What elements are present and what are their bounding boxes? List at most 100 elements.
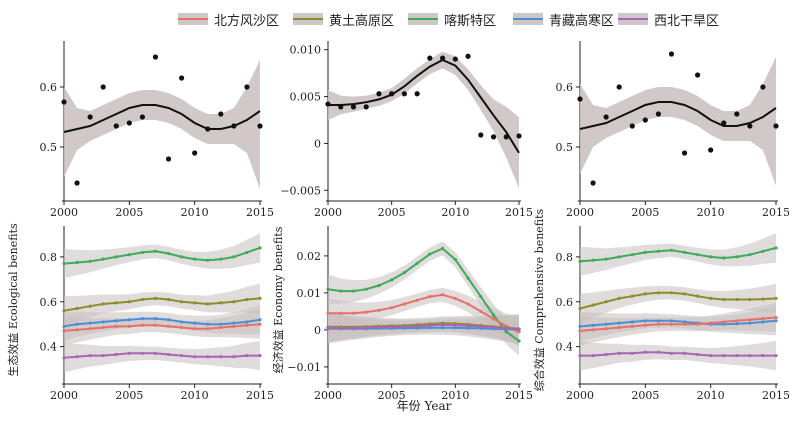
series-point <box>604 352 608 357</box>
data-point <box>74 180 80 186</box>
series-point <box>258 318 262 322</box>
series-point <box>466 302 470 306</box>
series-point <box>479 295 483 299</box>
series-line <box>579 316 777 332</box>
x-tick-label: 2010 <box>441 206 469 219</box>
legend-label: 黄土高原区 <box>329 14 395 29</box>
series-point <box>630 253 634 257</box>
data-point <box>350 104 357 110</box>
series-point <box>748 297 752 302</box>
legend-swatch <box>178 13 208 25</box>
data-point <box>516 133 522 139</box>
series-point <box>643 292 647 296</box>
series-point <box>696 253 700 257</box>
series-point <box>377 325 381 329</box>
series-point <box>75 355 79 359</box>
series-point <box>748 321 752 325</box>
economy-overall-panel: 2000 2005 2010 2015 −0.005 0 0.005 0.010 <box>280 41 533 219</box>
series-point <box>578 324 582 329</box>
data-point <box>747 123 753 129</box>
series-band <box>580 233 776 276</box>
data-point <box>179 75 185 81</box>
series-point <box>491 313 496 317</box>
series-point <box>180 353 184 358</box>
series-point <box>62 262 66 266</box>
series-point <box>166 318 171 322</box>
series-point <box>669 322 674 326</box>
series-point <box>722 320 726 324</box>
series-point <box>722 297 726 302</box>
series-point <box>140 351 144 355</box>
data-point <box>231 123 237 129</box>
series-point <box>643 319 647 323</box>
series-point <box>88 304 92 308</box>
series-point <box>617 296 621 300</box>
series-point <box>339 311 343 315</box>
data-point <box>760 84 766 90</box>
x-tick-label: 2005 <box>631 389 659 402</box>
data-point <box>734 111 740 117</box>
series-point <box>578 259 582 263</box>
series-point <box>578 329 582 333</box>
series-line <box>63 352 260 359</box>
series-point <box>617 321 621 325</box>
y-tick-label: 0 <box>314 324 321 337</box>
x-tick-label: 2005 <box>115 206 143 219</box>
y-tick-label: 0.02 <box>297 250 322 263</box>
x-tick-label: 2005 <box>378 389 406 402</box>
series-point <box>62 309 66 313</box>
series-point <box>682 320 687 324</box>
x-tick-label: 2000 <box>50 206 78 219</box>
data-point <box>642 117 648 123</box>
data-point <box>590 180 596 186</box>
series-point <box>415 261 419 265</box>
series-point <box>206 258 210 262</box>
data-point <box>681 150 688 156</box>
series-line <box>328 323 520 331</box>
data-point <box>113 123 119 129</box>
data-point <box>668 51 675 57</box>
x-tick-label: 2000 <box>50 389 78 402</box>
series-point <box>774 315 778 320</box>
series-point <box>402 270 406 275</box>
comprehensive-overall-panel: 2000 2005 2010 2015 0.5 0.6 <box>556 41 790 219</box>
series-point <box>101 320 105 324</box>
series-point <box>364 310 368 314</box>
data-point <box>503 134 509 140</box>
series-point <box>166 324 171 329</box>
series-point <box>232 324 236 329</box>
series-point <box>630 294 634 298</box>
series-point <box>479 309 483 313</box>
series-point <box>696 322 700 326</box>
legend-label: 西北干旱区 <box>654 14 720 29</box>
data-point <box>440 55 446 61</box>
series-point <box>166 251 171 256</box>
series-point <box>630 351 634 355</box>
series-point <box>402 324 406 329</box>
series-point <box>617 351 621 355</box>
series-point <box>774 296 778 300</box>
series-point <box>166 352 171 357</box>
series-point <box>656 249 661 253</box>
series-point <box>669 291 674 295</box>
series-point <box>656 322 661 326</box>
y-tick-label: 0.6 <box>40 296 58 309</box>
series-point <box>722 256 726 260</box>
data-point <box>192 150 198 156</box>
series-point <box>453 258 457 262</box>
series-point <box>453 323 457 327</box>
series-point <box>193 355 197 359</box>
series-point <box>377 283 381 288</box>
series-point <box>656 319 661 323</box>
data-point <box>363 104 369 110</box>
series-point <box>88 353 92 358</box>
series-point <box>153 296 158 300</box>
series-point <box>643 250 647 255</box>
x-tick-label: 2005 <box>631 206 659 219</box>
series-point <box>153 323 158 327</box>
data-point <box>708 147 714 153</box>
series-point <box>166 297 171 302</box>
x-tick-label: 2000 <box>314 389 342 402</box>
series-point <box>578 306 582 311</box>
series-point <box>390 306 394 310</box>
